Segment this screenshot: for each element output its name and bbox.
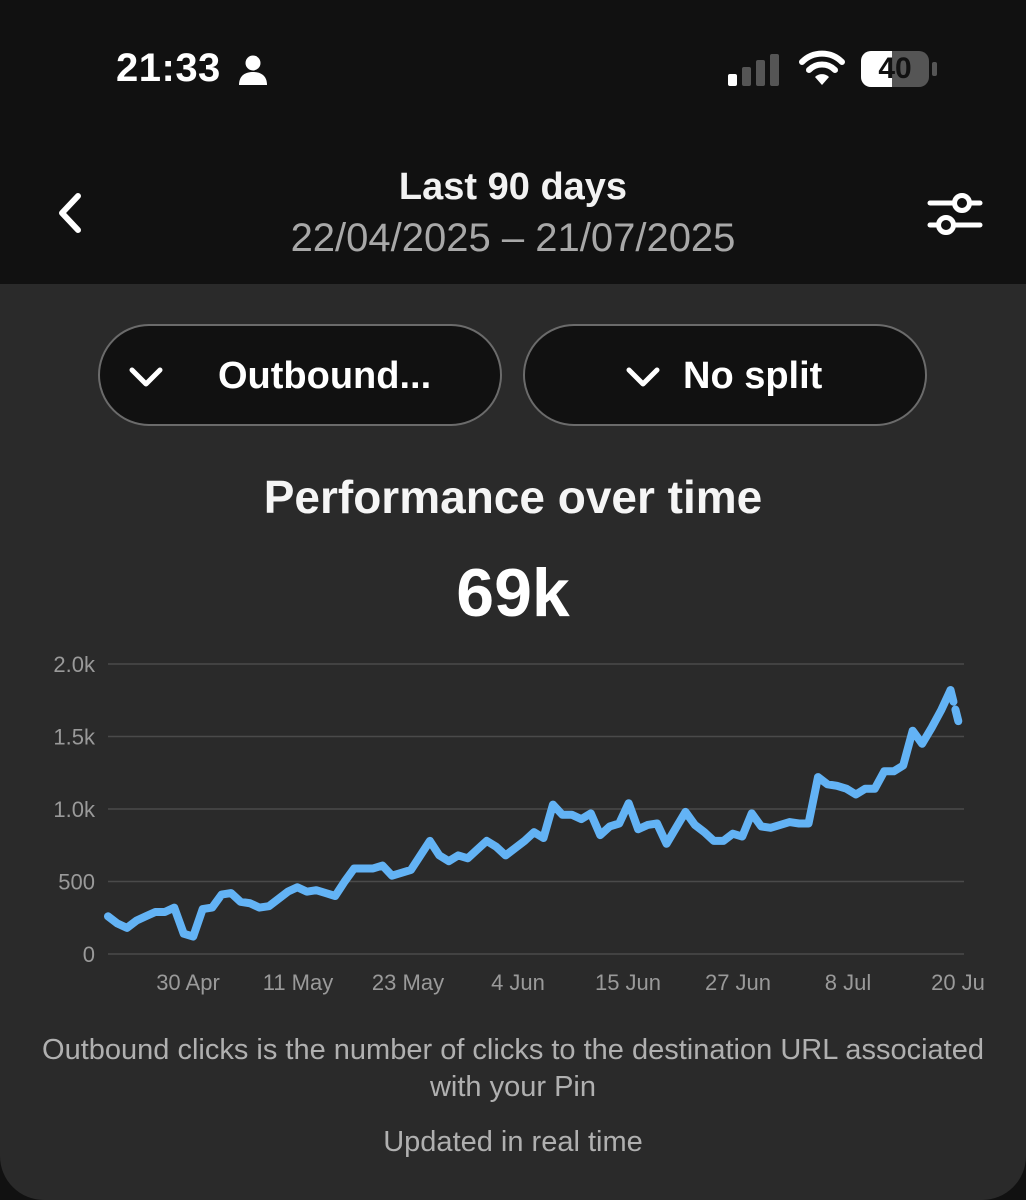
metric-description: Outbound clicks is the number of clicks … <box>42 1034 984 1103</box>
chart-title: Performance over time <box>263 471 763 523</box>
x-tick-label: 4 Jun <box>491 970 545 995</box>
x-tick-label: 20 Ju <box>931 970 985 995</box>
x-tick-label: 11 May <box>263 970 334 995</box>
signal-icon <box>728 54 779 86</box>
series-line-partial <box>946 686 964 732</box>
y-tick-label: 1.0k <box>53 797 96 822</box>
updated-note: Updated in real time <box>383 1126 643 1158</box>
split-dropdown-label: No split <box>683 355 823 397</box>
battery-level: 40 <box>878 52 912 85</box>
chevron-down-icon <box>129 367 163 387</box>
status-time: 21:33 <box>116 46 221 90</box>
person-icon <box>239 55 267 85</box>
series-line <box>104 686 955 941</box>
sliders-icon[interactable] <box>924 186 986 242</box>
x-tick-label: 8 Jul <box>825 970 871 995</box>
chevron-down-icon <box>626 367 660 387</box>
date-range: 22/04/2025 – 21/07/2025 <box>290 216 736 260</box>
header: Last 90 days 22/04/2025 – 21/07/2025 <box>0 140 1026 284</box>
metric-dropdown[interactable]: Outbound... <box>98 324 502 426</box>
y-tick-label: 2.0k <box>53 652 96 677</box>
x-tick-label: 27 Jun <box>705 970 771 995</box>
x-tick-label: 30 Apr <box>156 970 220 995</box>
battery-icon <box>861 51 937 87</box>
back-button[interactable] <box>48 188 94 238</box>
status-bar: 21:33 40 <box>0 0 1026 140</box>
split-dropdown[interactable]: No split <box>523 324 927 426</box>
wifi-icon <box>799 50 845 85</box>
metric-dropdown-label: Outbound... <box>218 355 432 397</box>
y-tick-label: 500 <box>58 870 95 895</box>
x-tick-label: 15 Jun <box>595 970 661 995</box>
y-tick-label: 0 <box>83 942 95 967</box>
total-value: 69k <box>456 555 570 631</box>
content-panel: Outbound... No split Performance over ti… <box>0 284 1026 1200</box>
line-chart[interactable]: 0 500 1.0k 1.5k 2.0k 30 Apr 11 May 23 May 4 Jun 1… <box>0 644 1026 1004</box>
y-tick-label: 1.5k <box>53 725 96 750</box>
x-tick-label: 23 May <box>372 970 444 995</box>
page-title: Last 90 days <box>398 166 628 208</box>
